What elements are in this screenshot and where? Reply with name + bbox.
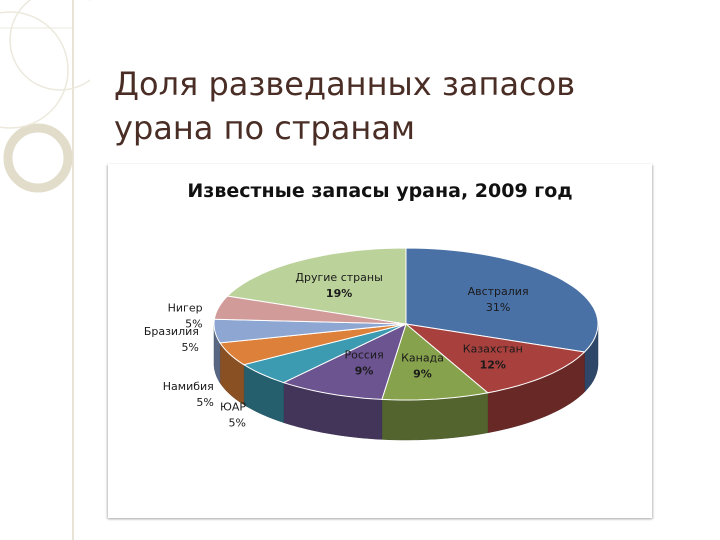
chart-title: Известные запасы урана, 2009 год (187, 180, 573, 202)
pie-label-value-0: 31% (486, 301, 510, 314)
pie-top-layer (213, 247, 599, 401)
pie-slice-7 (213, 295, 407, 325)
decorative-ornament (0, 0, 90, 193)
chart-frame: Известные запасы урана, 2009 год Австрал… (108, 164, 652, 518)
pie-label-name-1: Казахстан (463, 342, 523, 355)
pie-label-name-6: Бразилия (144, 325, 199, 338)
pie-slice-1 (404, 323, 586, 394)
pie-label-layer: Австралия 31% Казахстан 12% Канада 9% Россия 9%… (144, 271, 529, 429)
pie-label-value-7: 5% (185, 317, 202, 330)
pie-slice-6 (213, 318, 407, 344)
pie-label-name-2: Канада (401, 351, 444, 364)
pie-label-name-4: ЮАР (220, 400, 246, 413)
pie-slice-8 (226, 247, 407, 325)
pie-label-value-3: 9% (355, 364, 374, 377)
pie-label-name-3: Россия (344, 348, 383, 361)
pie-slice-0 (405, 247, 599, 353)
slide-title: Доля разведанных запасов урана по страна… (114, 65, 576, 147)
pie-label-name-8: Другие страны (295, 271, 382, 284)
pie-label-value-6: 5% (181, 341, 198, 354)
pie-label-value-4: 5% (229, 416, 246, 429)
pie-label-name-0: Австралия (468, 285, 529, 298)
pie-label-value-1: 12% (480, 358, 506, 371)
pie-slice-4 (242, 323, 407, 384)
pie-slice-2 (381, 323, 489, 401)
pie-slice-3 (282, 323, 407, 400)
pie-label-name-7: Нигер (168, 301, 203, 314)
decorative-vertical-line (72, 0, 74, 540)
pie-label-value-5: 5% (196, 396, 213, 409)
pie-label-value-8: 19% (326, 287, 352, 300)
pie-label-name-5: Намибия (163, 380, 214, 393)
pie-slice-5 (219, 323, 407, 366)
pie-chart: Австралия 31% Казахстан 12% Канада 9% Россия 9%… (144, 247, 599, 441)
pie-label-value-2: 9% (413, 367, 432, 380)
